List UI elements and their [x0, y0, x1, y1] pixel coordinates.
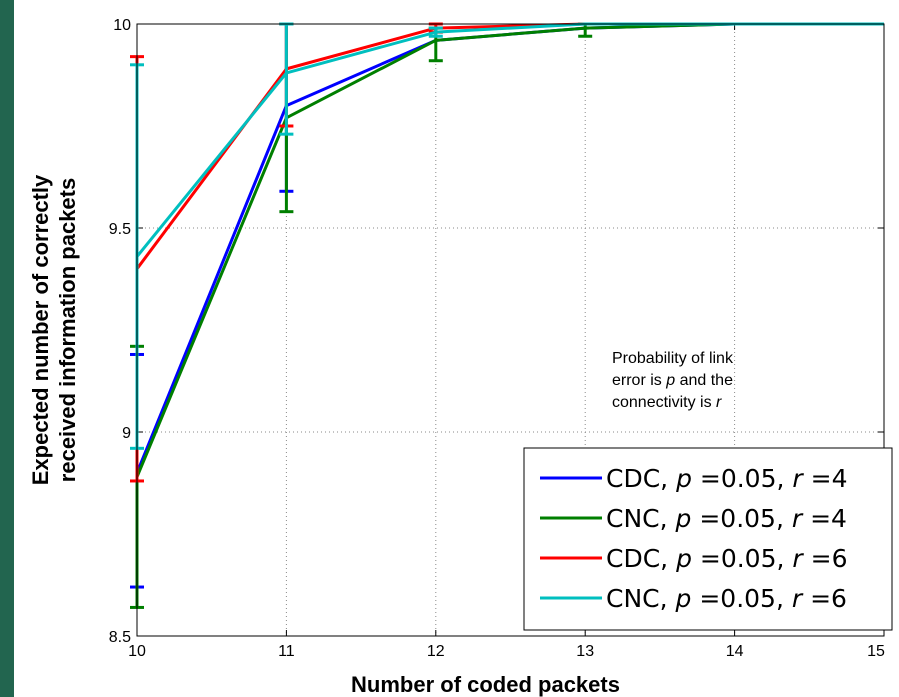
text-run: =6 [802, 584, 847, 613]
text-run: CDC, [606, 464, 676, 493]
text-run: p [675, 584, 692, 613]
text-run: =6 [803, 544, 848, 573]
y-tick-label: 10 [113, 17, 131, 34]
text-run: r [792, 464, 804, 493]
text-run: CDC, [606, 544, 676, 573]
text-run: p [675, 504, 692, 533]
x-tick-label: 11 [278, 643, 295, 660]
legend-label: CNC, p =0.05, r =6 [606, 584, 847, 613]
x-tick-label: 13 [576, 643, 594, 660]
text-run: =0.05, [692, 464, 792, 493]
text-run: p [665, 372, 675, 389]
text-run: r [792, 584, 804, 613]
x-tick-label: 12 [427, 643, 445, 660]
text-run: =0.05, [691, 504, 791, 533]
text-run: r [792, 504, 804, 533]
slide-edge-strip [0, 0, 14, 697]
legend-label: CNC, p =0.05, r =4 [606, 504, 847, 533]
x-tick-label: 10 [128, 643, 146, 660]
y-axis-title-line: Expected number of correctly [28, 174, 53, 485]
annotation-line: connectivity is r [612, 394, 722, 411]
legend-label: CDC, p =0.05, r =6 [606, 544, 847, 573]
text-run: =0.05, [691, 584, 791, 613]
text-run: connectivity is [612, 394, 716, 411]
x-tick-label: 15 [867, 643, 885, 660]
x-tick-label: 14 [726, 643, 744, 660]
text-run: error is [612, 372, 666, 389]
text-run: p [675, 544, 692, 573]
text-run: r [792, 544, 804, 573]
y-axis-title: Expected number of correctly received inf… [28, 174, 80, 485]
text-run: r [716, 394, 722, 411]
annotation-line: error is p and the [612, 372, 733, 389]
y-tick-label: 8.5 [109, 629, 131, 646]
y-tick-label: 9.5 [109, 221, 131, 238]
text-run: Probability of link [612, 350, 734, 367]
text-run: =0.05, [692, 544, 792, 573]
text-run: p [675, 464, 692, 493]
axes-frame [136, 23, 885, 637]
y-axis-title-line: received information packets [55, 178, 80, 482]
text-run: =4 [802, 504, 847, 533]
text-run: =4 [803, 464, 848, 493]
text-run: CNC, [606, 584, 676, 613]
y-tick-label: 9 [122, 425, 131, 442]
text-run: and the [675, 372, 733, 389]
text-run: CNC, [606, 504, 676, 533]
x-axis-title: Number of coded packets [351, 672, 620, 697]
legend-label: CDC, p =0.05, r =4 [606, 464, 847, 493]
annotation-line: Probability of link [612, 350, 734, 367]
